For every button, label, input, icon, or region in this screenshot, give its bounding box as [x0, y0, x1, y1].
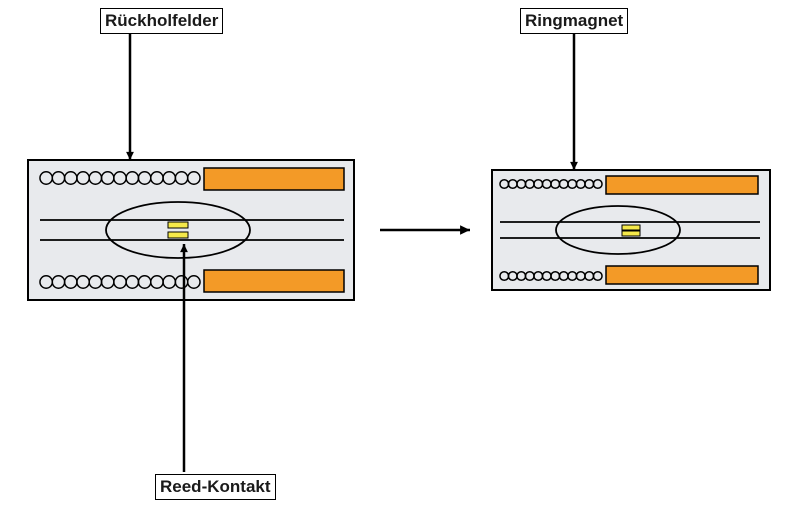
reed-contact: [622, 231, 640, 236]
ring-magnet: [606, 266, 758, 284]
reed-contact: [168, 222, 188, 228]
reed-contact: [622, 225, 640, 230]
ring-magnet: [606, 176, 758, 194]
ring-magnet: [204, 270, 344, 292]
label-ruckholfelder: Rückholfelder: [100, 8, 223, 34]
ring-magnet: [204, 168, 344, 190]
label-ringmagnet: Ringmagnet: [520, 8, 628, 34]
reed-contact: [168, 232, 188, 238]
label-reedkontakt: Reed-Kontakt: [155, 474, 276, 500]
